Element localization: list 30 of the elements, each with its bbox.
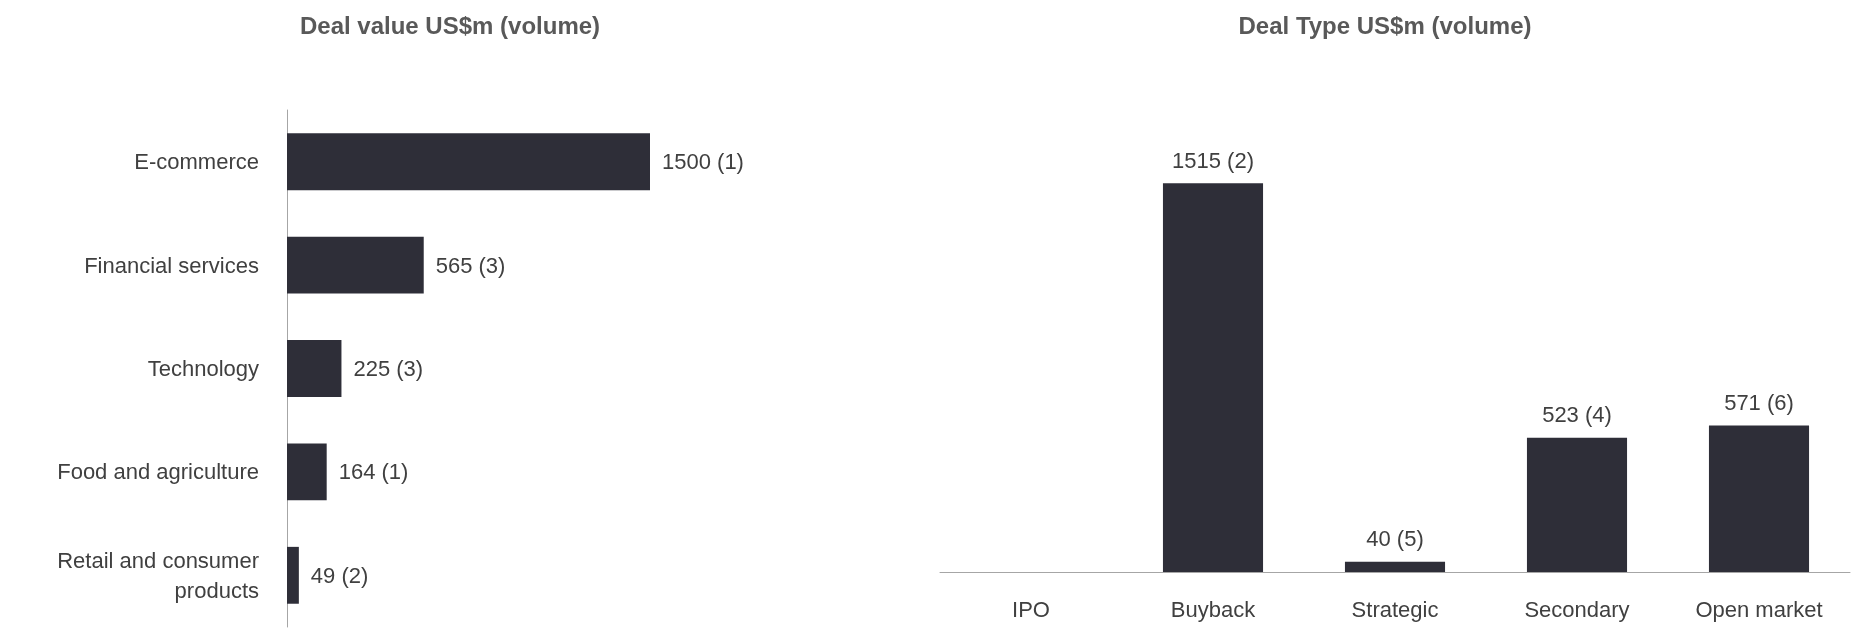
y-tick-label: Financial services [84, 252, 259, 278]
data-label: 1500 (1) [662, 149, 744, 175]
bar [287, 340, 342, 397]
x-tick-label: Open market [1695, 596, 1823, 622]
y-tick-label: Food and agriculture [57, 459, 259, 485]
data-label: 49 (2) [310, 562, 369, 588]
data-label: 164 (1) [338, 459, 409, 485]
data-label: 523 (4) [1542, 402, 1612, 428]
chart-title: Deal Type US$m (volume) [1238, 11, 1532, 39]
y-tick-label: E-commerce [134, 149, 259, 175]
bar [287, 236, 424, 294]
data-label: 225 (3) [353, 356, 424, 381]
bar [287, 546, 299, 604]
bar [1162, 183, 1264, 572]
chart-title: Deal value US$m (volume) [299, 11, 601, 39]
x-tick-label: Strategic [1351, 596, 1439, 622]
bar [1526, 437, 1628, 572]
data-label: 1515 (2) [1172, 147, 1254, 173]
y-tick-label: Retail and consumer products [57, 547, 259, 603]
bar [1344, 561, 1446, 572]
x-tick-label: Buyback [1170, 596, 1257, 622]
data-label: 40 (5) [1366, 526, 1424, 552]
data-label: 565 (3) [435, 252, 506, 278]
bar [287, 133, 650, 191]
y-tick-label: Technology [147, 356, 259, 381]
x-tick-label: Secondary [1524, 596, 1630, 622]
data-label: 571 (6) [1724, 389, 1794, 415]
bar [287, 443, 327, 501]
x-tick-label: IPO [1012, 596, 1050, 622]
bar [1708, 425, 1810, 572]
